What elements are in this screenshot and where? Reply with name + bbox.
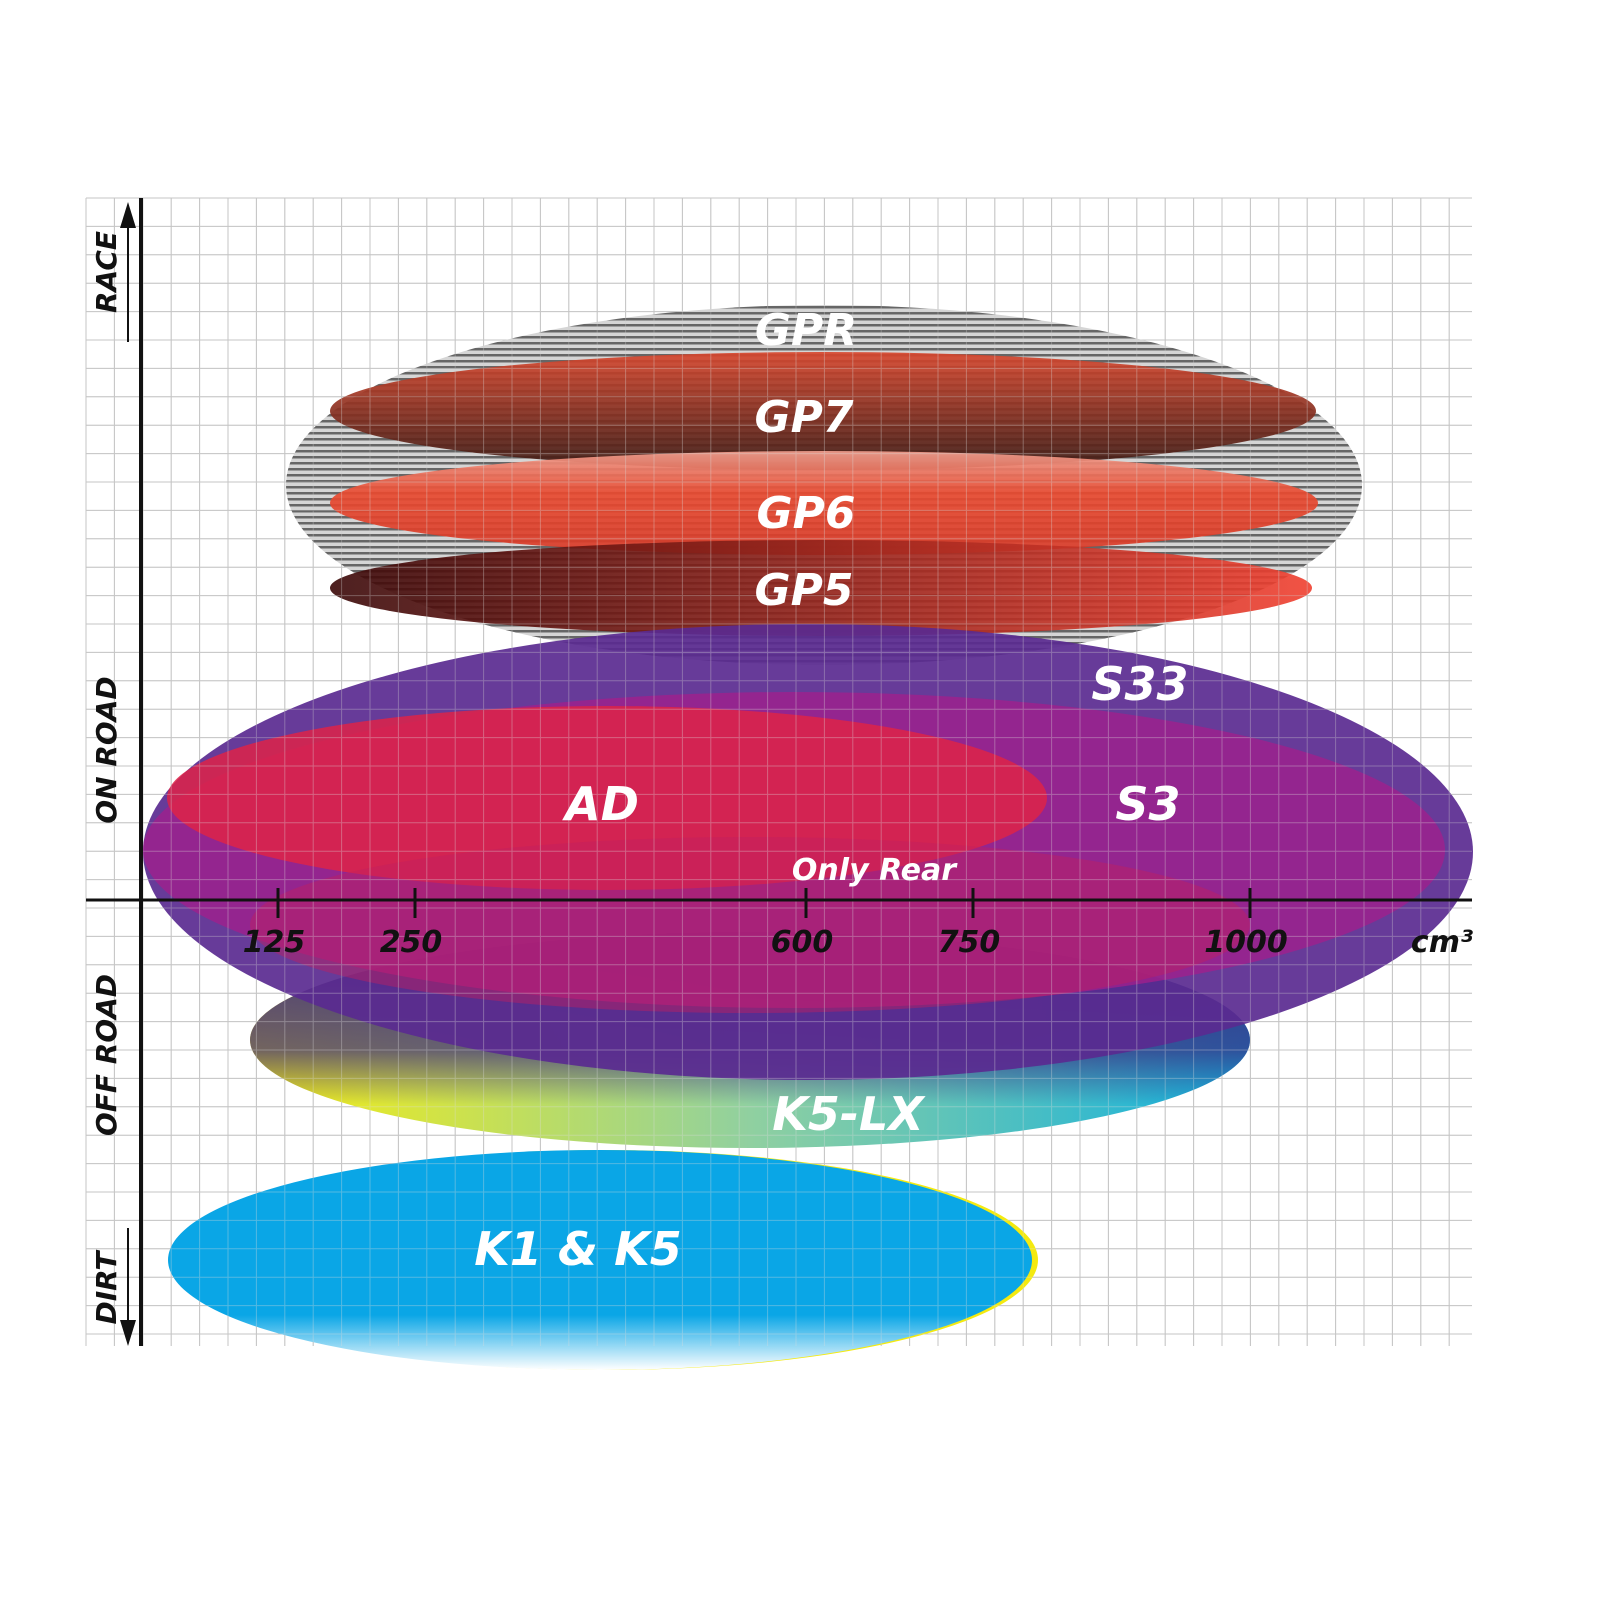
ellipse-gp7 xyxy=(330,352,1316,470)
arrow-up-icon xyxy=(120,202,136,228)
label-k5-lx: K5-LX xyxy=(772,1087,926,1141)
label-s33: S33 xyxy=(1091,657,1188,711)
label-gpr: GPR xyxy=(755,305,857,356)
x-tick-label: 600 xyxy=(771,925,834,960)
grid-overlay xyxy=(85,197,1472,1346)
ellipse-k1-k5 xyxy=(168,1150,1032,1370)
ellipse-ad xyxy=(167,706,1047,890)
ellipse-gp5 xyxy=(330,540,1312,636)
x-tick-label: 750 xyxy=(938,925,1001,960)
label-only-rear: Only Rear xyxy=(792,853,958,888)
x-tick-label: 250 xyxy=(380,925,443,960)
x-axis-unit: cm³ xyxy=(1411,925,1473,960)
labels: GPR GP7 GP6 GP5 S33 S3 AD Only Rear K5-LX K1 & K5… xyxy=(90,231,1473,1325)
ellipses xyxy=(85,197,1473,1370)
axes xyxy=(86,198,1472,1346)
ellipse-only-rear xyxy=(250,837,1250,1013)
label-ad: AD xyxy=(562,777,639,831)
label-k1-k5: K1 & K5 xyxy=(474,1222,681,1276)
y-label-off-road: OFF ROAD xyxy=(90,974,123,1136)
x-tick-label: 125 xyxy=(243,925,306,960)
arrow-down-icon xyxy=(120,1320,136,1346)
label-gp7: GP7 xyxy=(755,392,854,443)
x-tick-label: 1000 xyxy=(1204,925,1288,960)
y-label-on-road: ON ROAD xyxy=(90,676,123,823)
label-gp5: GP5 xyxy=(755,565,854,616)
y-label-dirt: DIRT xyxy=(90,1250,123,1325)
y-label-race: RACE xyxy=(90,231,123,313)
label-gp6: GP6 xyxy=(757,488,856,539)
label-s3: S3 xyxy=(1115,777,1180,831)
ellipse-gp6 xyxy=(330,451,1318,555)
